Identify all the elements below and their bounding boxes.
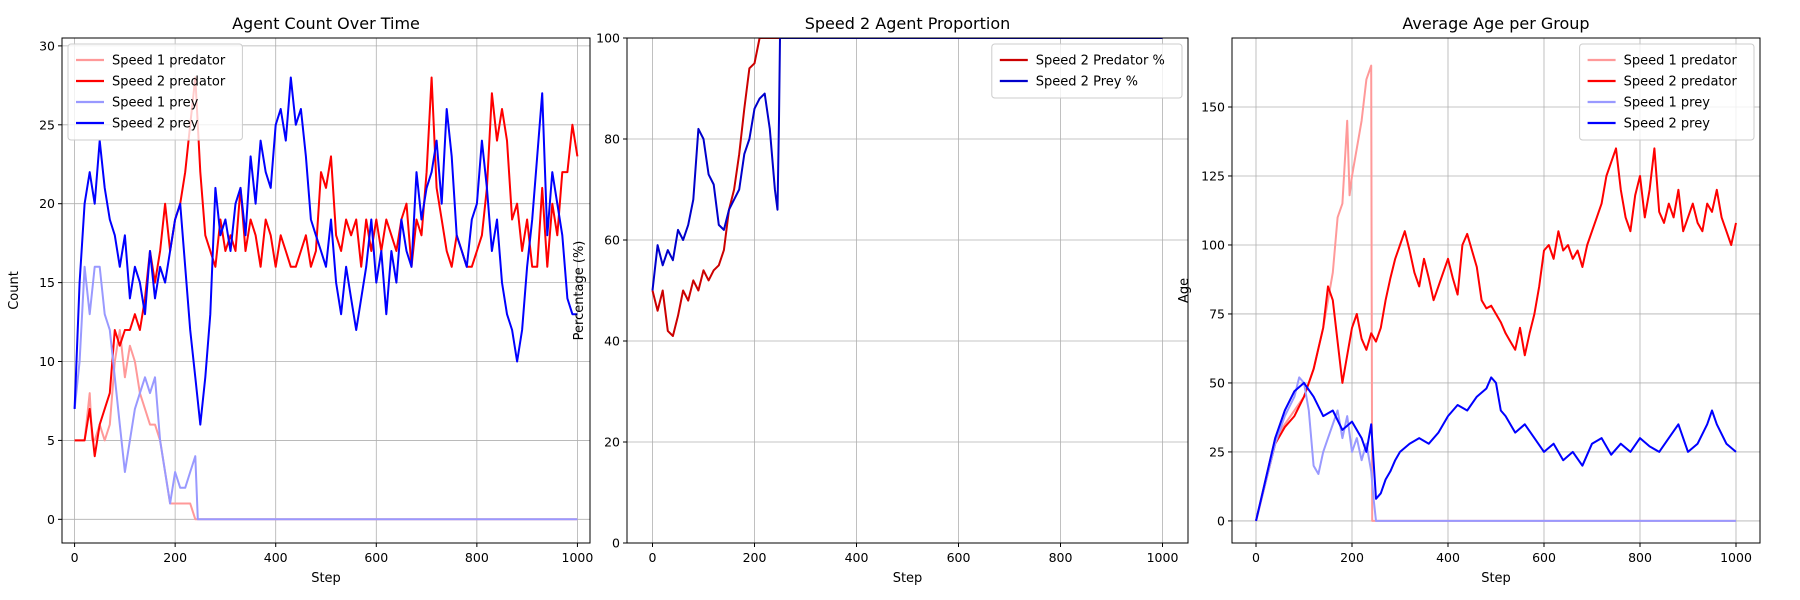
x-tick-label: 600	[1532, 550, 1556, 565]
chart-panel-1: 0 200 400 600 800 1000 0 5 10 15 20 25 30 Agent Count…	[7, 14, 593, 586]
y-axis-label: Percentage (%)	[572, 241, 587, 341]
y-tick-label: 75	[1209, 306, 1225, 321]
y-tick-label: 100	[1201, 237, 1225, 252]
y-tick-label: 15	[39, 275, 55, 290]
y-axis-label: Count	[7, 271, 22, 310]
x-tick-label: 400	[264, 550, 288, 565]
y-tick-label: 60	[604, 233, 620, 248]
chart-panel-2: 0 200 400 600 800 1000 0 20 40 60 80 100 Speed 2 Age…	[572, 14, 1189, 586]
y-tick-label: 25	[39, 117, 55, 132]
legend-entry: Speed 1 predator	[1624, 54, 1738, 69]
chart-panel-3: 0 200 400 600 800 1000 0 25 50 75 100 125 150 Average…	[1177, 14, 1761, 586]
y-tick-label: 150	[1201, 99, 1225, 114]
series-line-3	[1255, 376, 1736, 522]
legend-entry: Speed 2 prey	[112, 117, 199, 132]
x-tick-label: 600	[364, 550, 388, 565]
plot-frame	[1231, 37, 1761, 544]
series-line-3	[73, 265, 578, 521]
x-tick-label: 1000	[562, 550, 594, 565]
y-tick-label: 0	[47, 512, 55, 527]
x-axis-label: Step	[311, 571, 341, 586]
x-tick-label: 400	[1436, 550, 1460, 565]
legend: Speed 2 Predator % Speed 2 Prey %	[991, 43, 1183, 99]
legend-box	[1579, 43, 1755, 141]
y-tick-label: 100	[596, 31, 620, 46]
series-line-4	[1255, 376, 1737, 522]
x-tick-label: 800	[1049, 550, 1073, 565]
series-line-1	[1255, 64, 1736, 522]
y-tick-label: 20	[39, 196, 55, 211]
legend: Speed 1 predator Speed 2 predator Speed 1 …	[67, 43, 243, 141]
x-tick-label: 0	[1252, 550, 1260, 565]
series-line-2	[74, 76, 579, 458]
chart-title: Average Age per Group	[1402, 14, 1589, 33]
series-line-4	[73, 76, 578, 426]
y-tick-label: 25	[1209, 444, 1225, 459]
series-line-1	[74, 329, 578, 521]
x-tick-label: 400	[845, 550, 869, 565]
legend-entry: Speed 2 prey	[1624, 117, 1711, 132]
y-tick-label: 5	[47, 433, 55, 448]
legend-entry: Speed 1 prey	[112, 96, 199, 111]
legend-entry: Speed 2 predator	[112, 75, 226, 90]
x-tick-label: 800	[465, 550, 489, 565]
legend-entry: Speed 2 Prey %	[1036, 75, 1138, 90]
x-tick-label: 200	[163, 550, 187, 565]
legend-box	[991, 43, 1183, 99]
legend-entry: Speed 2 Predator %	[1036, 54, 1165, 69]
y-tick-label: 10	[39, 354, 55, 369]
y-tick-label: 0	[1217, 513, 1225, 528]
x-tick-label: 800	[1628, 550, 1652, 565]
y-tick-label: 20	[604, 435, 620, 450]
y-tick-label: 40	[604, 334, 620, 349]
y-tick-label: 80	[604, 132, 620, 147]
legend-entry: Speed 2 predator	[1624, 75, 1738, 90]
plot-frame	[626, 37, 1189, 544]
x-axis-label: Step	[1481, 571, 1511, 586]
x-tick-label: 0	[71, 550, 79, 565]
plot-frame	[61, 37, 591, 544]
y-tick-label: 0	[612, 536, 620, 551]
x-tick-label: 0	[649, 550, 657, 565]
series-line-2	[1255, 147, 1737, 522]
legend-box	[67, 43, 243, 141]
y-tick-label: 125	[1201, 168, 1225, 183]
x-tick-label: 200	[743, 550, 767, 565]
chart-title: Speed 2 Agent Proportion	[805, 14, 1011, 33]
y-tick-label: 30	[39, 38, 55, 53]
x-tick-label: 200	[1340, 550, 1364, 565]
x-tick-label: 600	[947, 550, 971, 565]
x-tick-label: 1000	[1720, 550, 1752, 565]
y-axis-label: Age	[1177, 278, 1192, 303]
legend-entry: Speed 1 predator	[112, 54, 226, 69]
y-tick-label: 50	[1209, 375, 1225, 390]
x-tick-label: 1000	[1147, 550, 1179, 565]
series-line-2	[651, 38, 1163, 291]
legend: Speed 1 predator Speed 2 predator Speed 1 …	[1579, 43, 1755, 141]
chart-title: Agent Count Over Time	[232, 14, 420, 33]
x-axis-label: Step	[893, 571, 923, 586]
series-line-1	[651, 38, 1163, 337]
legend-entry: Speed 1 prey	[1624, 96, 1711, 111]
